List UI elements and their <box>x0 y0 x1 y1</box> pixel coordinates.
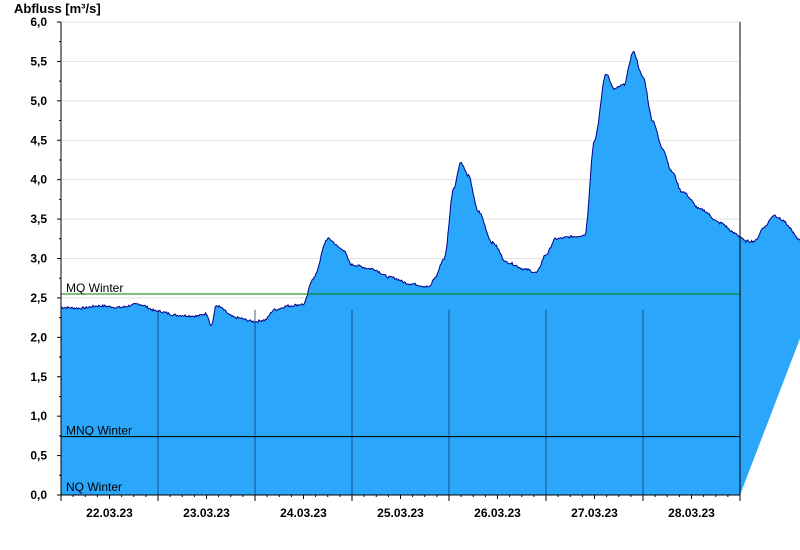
plot-area <box>60 51 800 495</box>
y-tick-label: 3,5 <box>30 212 47 226</box>
y-tick-label: 5,0 <box>30 94 47 108</box>
y-tick-label: 0,0 <box>30 488 47 502</box>
x-axis-ticks: 22.03.23 23.03.23 24.03.23 25.03.23 26.03.23… <box>60 495 741 520</box>
y-tick-label: 4,5 <box>30 133 47 147</box>
x-tick-label: 26.03.23 <box>474 506 521 520</box>
x-tick-label: 23.03.23 <box>183 506 230 520</box>
reference-lines: MQ Winter MNQ Winter NQ Winter <box>61 281 740 494</box>
y-axis-ticks: 0,0 0,5 1,0 1,5 2,0 2,5 3,0 3,5 4,0 4,5 5,0 5,5 6,0 <box>30 15 61 502</box>
discharge-area <box>61 51 800 495</box>
x-tick-label: 25.03.23 <box>377 506 424 520</box>
x-tick-label: 27.03.23 <box>571 506 618 520</box>
chart-title: Abfluss [m³/s] <box>14 1 101 16</box>
y-tick-label: 0,5 <box>30 449 47 463</box>
x-tick-label: 22.03.23 <box>86 506 133 520</box>
y-tick-label: 6,0 <box>30 15 47 29</box>
y-tick-label: 1,0 <box>30 409 47 423</box>
y-tick-label: 1,5 <box>30 370 47 384</box>
discharge-line <box>60 51 800 326</box>
y-tick-label: 5,5 <box>30 54 47 68</box>
x-tick-label: 28.03.23 <box>668 506 715 520</box>
day-separators <box>157 309 644 495</box>
ref-label: NQ Winter <box>66 480 122 494</box>
y-tick-label: 3,0 <box>30 252 47 266</box>
ref-label: MNQ Winter <box>66 424 132 438</box>
y-tick-label: 4,0 <box>30 173 47 187</box>
x-tick-label: 24.03.23 <box>280 506 327 520</box>
ref-label: MQ Winter <box>66 281 123 295</box>
y-tick-label: 2,0 <box>30 330 47 344</box>
y-tick-label: 2,5 <box>30 291 47 305</box>
